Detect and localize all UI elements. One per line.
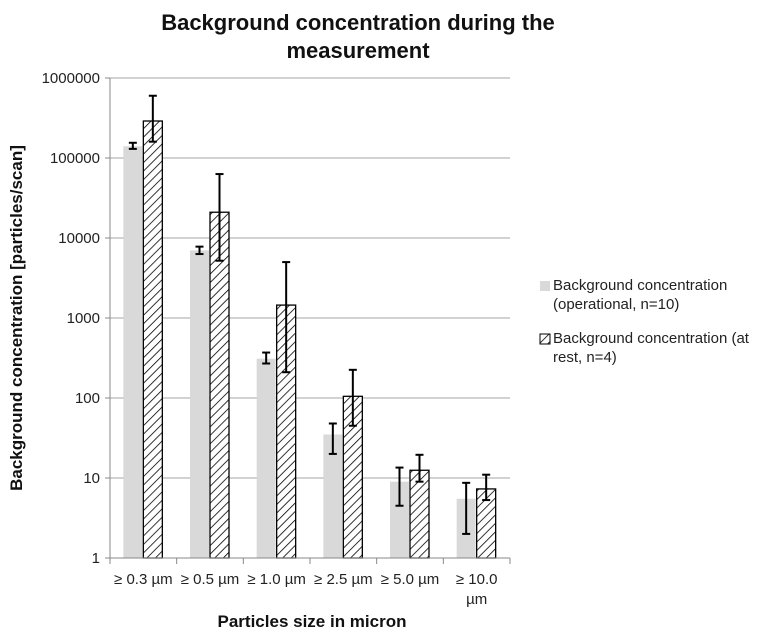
bar-at-rest xyxy=(409,469,430,559)
y-tick-label: 1 xyxy=(92,550,100,567)
x-tick-label: ≥ 10.0 xyxy=(456,571,498,588)
bar-at-rest xyxy=(142,120,163,559)
y-tick-label: 10 xyxy=(83,470,100,487)
legend-swatch-at-rest xyxy=(539,333,551,345)
legend-label: (operational, n=10) xyxy=(553,296,679,313)
y-tick-label: 1000 xyxy=(67,310,100,327)
bar-operational xyxy=(390,481,409,558)
y-axis-title: Background concentration [particles/scan… xyxy=(7,145,26,491)
bar-operational xyxy=(256,358,276,558)
x-axis-title: Particles size in micron xyxy=(218,612,407,631)
chart-title-line-2: measurement xyxy=(286,38,430,63)
x-tick-label: ≥ 1.0 µm xyxy=(247,571,306,588)
y-tick-label: 100 xyxy=(75,390,100,407)
x-axis-ticks: ≥ 0.3 µm ≥ 0.5 µm ≥ 1.0 µm ≥ 2.5 µm ≥ 5.0 µm… xyxy=(109,558,511,608)
bar-at-rest xyxy=(209,211,230,559)
legend-label: Background concentration xyxy=(553,277,727,294)
legend-label: Background concentration (at xyxy=(553,330,750,347)
bar-operational xyxy=(123,146,143,558)
y-tick-label: 10000 xyxy=(58,230,100,247)
bar-operational xyxy=(190,250,209,558)
y-tick-label: 1000000 xyxy=(42,70,100,87)
legend: Background concentration (operational, n=… xyxy=(539,277,750,366)
error-bars xyxy=(128,94,491,535)
gridlines xyxy=(110,77,510,479)
x-tick-label: ≥ 2.5 µm xyxy=(314,571,373,588)
y-tick-label: 100000 xyxy=(50,150,100,167)
legend-label: rest, n=4) xyxy=(553,349,617,366)
x-tick-label: ≥ 0.3 µm xyxy=(114,571,173,588)
x-tick-label: ≥ 0.5 µm xyxy=(181,571,240,588)
chart-title-line-1: Background concentration during the xyxy=(161,10,555,35)
bar-operational xyxy=(323,434,343,558)
x-tick-label: µm xyxy=(466,591,487,608)
bars xyxy=(123,120,497,559)
y-axis-ticks: 1 10 100 1000 10000 100000 1000000 xyxy=(42,70,110,567)
legend-swatch-operational xyxy=(540,281,550,291)
x-tick-label: ≥ 5.0 µm xyxy=(381,571,440,588)
